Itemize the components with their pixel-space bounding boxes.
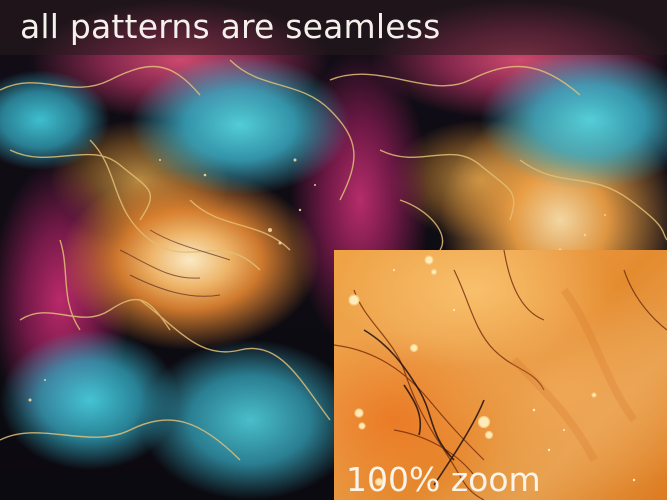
zoom-inset: 100% zoom	[334, 250, 667, 500]
headline-text: all patterns are seamless	[20, 7, 441, 46]
zoom-label: 100% zoom	[346, 460, 541, 499]
headline-banner: all patterns are seamless	[0, 0, 667, 55]
zoom-detail-texture	[334, 250, 667, 500]
